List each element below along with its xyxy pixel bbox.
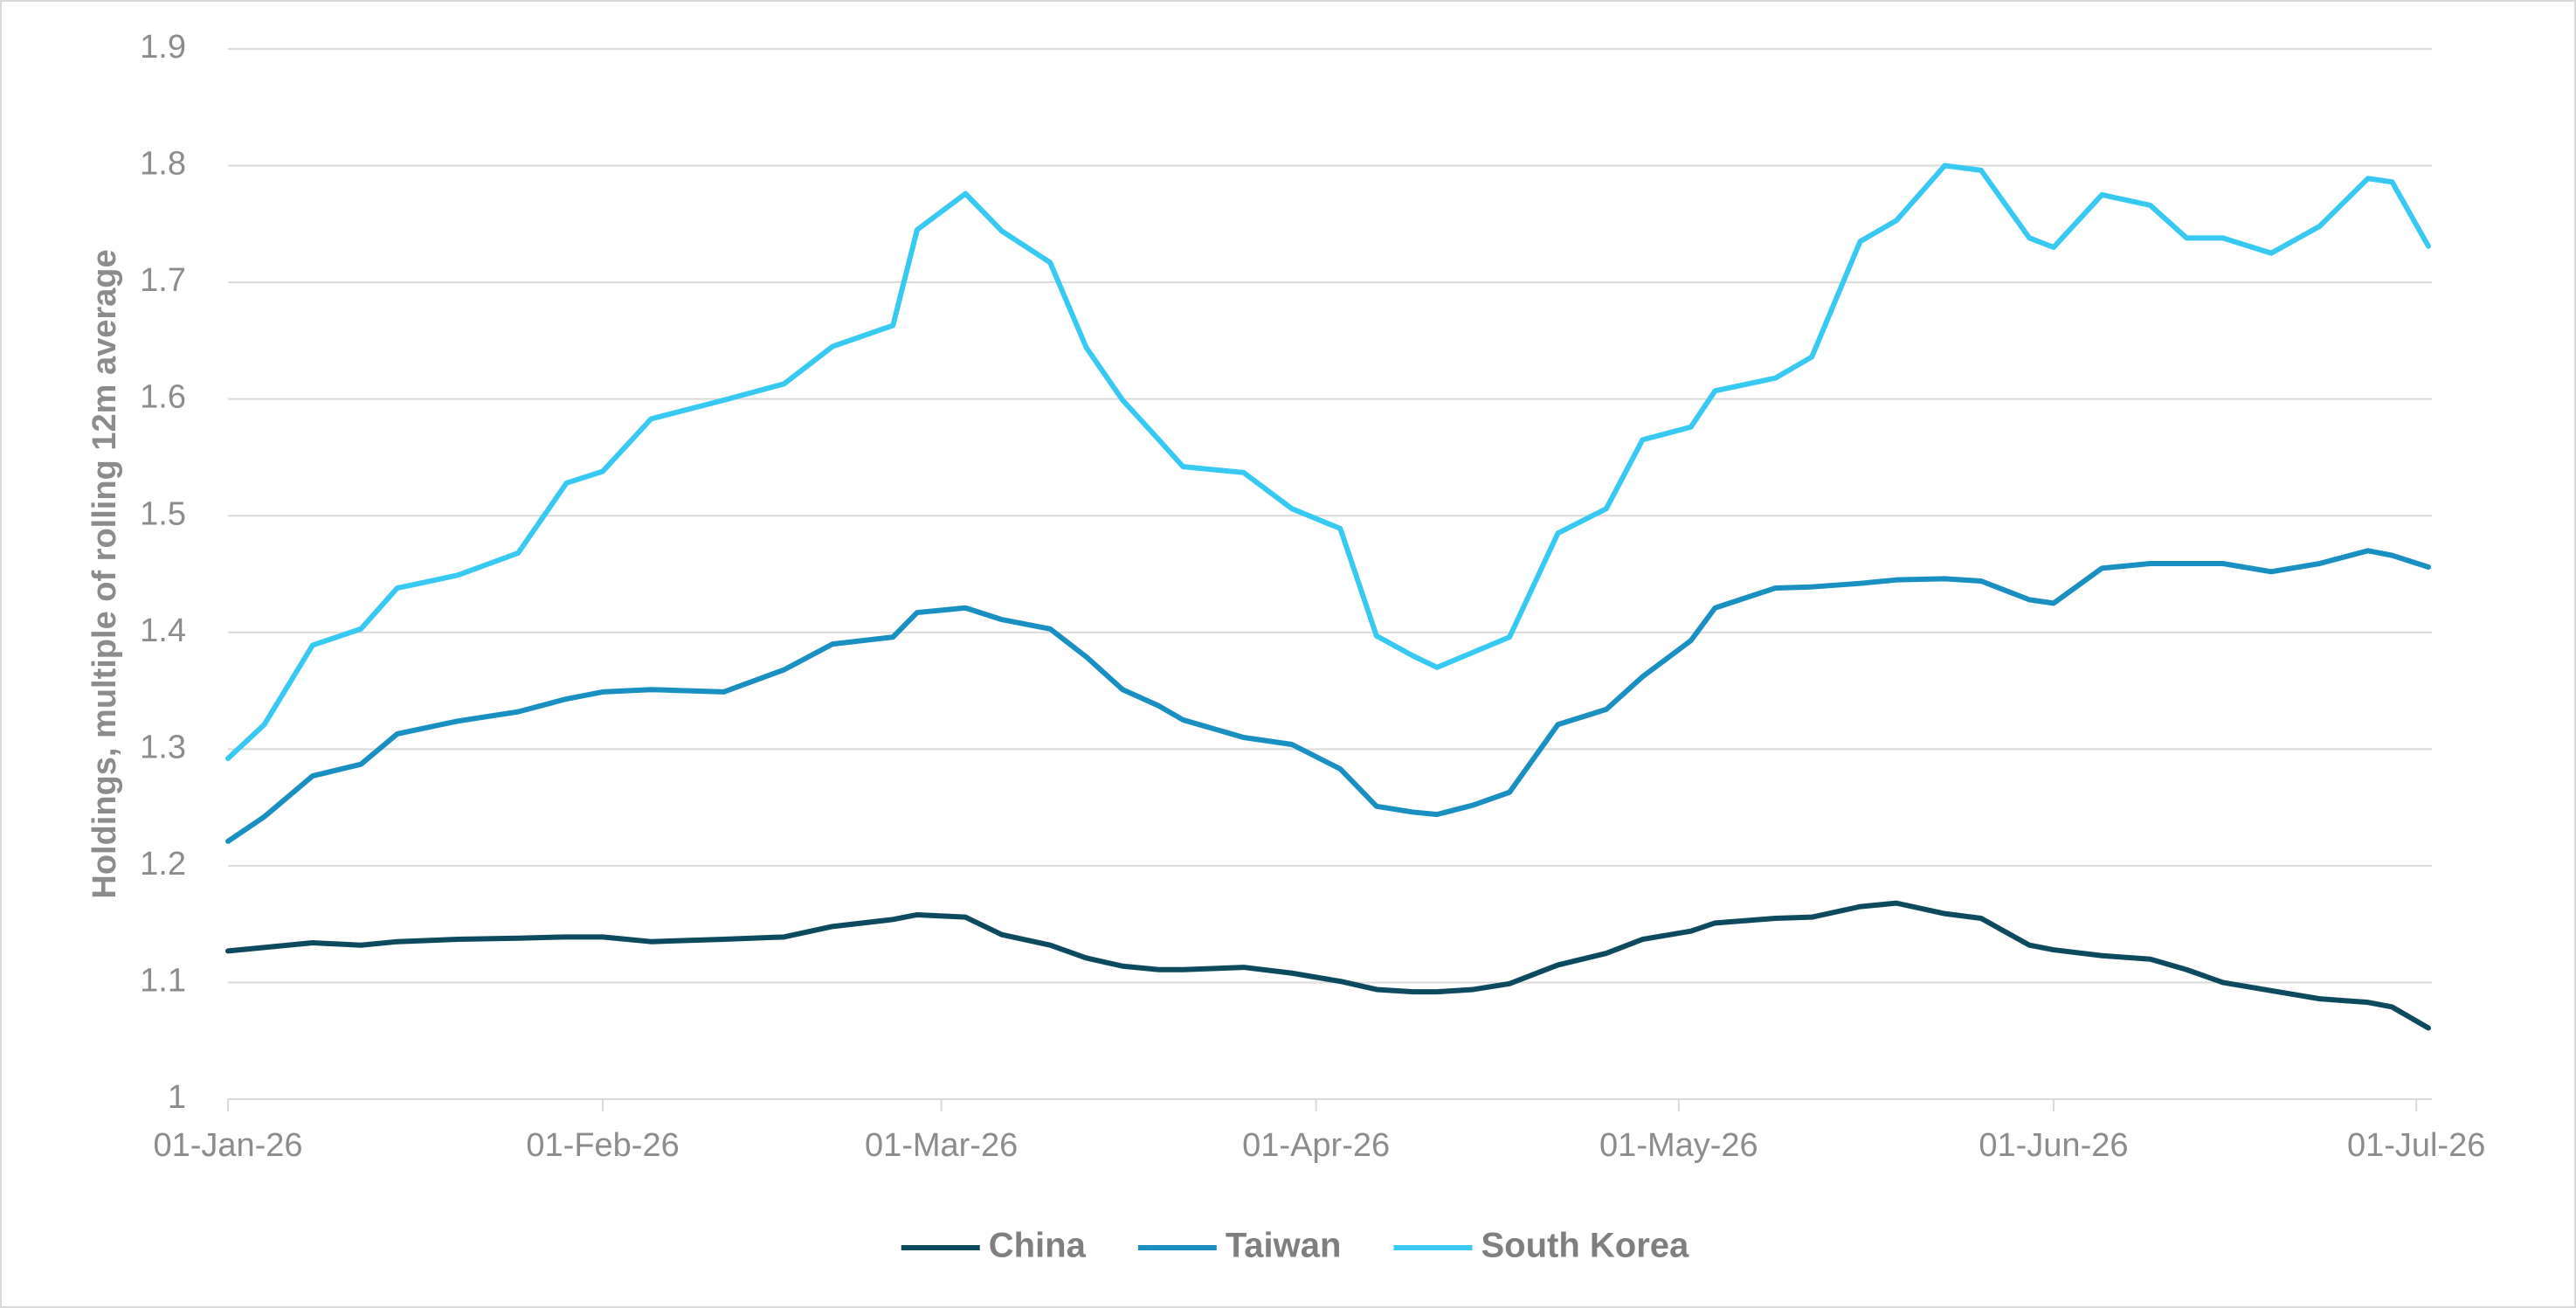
x-tick-label: 01-Jan-26 <box>153 1127 302 1164</box>
legend-label: Taiwan <box>1226 1227 1342 1265</box>
x-tick-label: 01-Feb-26 <box>526 1127 679 1164</box>
series-line <box>225 548 2431 844</box>
y-tick-label: 1.6 <box>140 379 186 416</box>
y-tick-label: 1.8 <box>140 146 186 183</box>
legend-item: South Korea <box>1393 1227 1689 1265</box>
x-tick-label: 01-Jul-26 <box>2347 1127 2485 1164</box>
x-tick-label: 01-May-26 <box>1599 1127 1758 1164</box>
y-tick-label: 1.2 <box>140 846 186 882</box>
y-tick-label: 1.1 <box>140 962 186 999</box>
legend-item: Taiwan <box>1137 1227 1342 1265</box>
legend-label: China <box>989 1227 1087 1265</box>
x-tick-label: 01-Jun-26 <box>1979 1127 2128 1164</box>
y-tick-label: 1.7 <box>140 262 186 299</box>
series-line <box>225 900 2431 1031</box>
x-tick-label: 01-Mar-26 <box>865 1127 1018 1164</box>
y-axis-label: Holdings, multiple of rolling 12m averag… <box>86 249 123 898</box>
y-tick-label: 1.4 <box>140 612 186 649</box>
y-tick-label: 1.9 <box>140 29 186 66</box>
legend-item: China <box>901 1227 1087 1265</box>
x-tick-label: 01-Apr-26 <box>1242 1127 1390 1164</box>
y-tick-label: 1.5 <box>140 495 186 532</box>
y-tick-label: 1.3 <box>140 729 186 765</box>
legend-label: South Korea <box>1481 1227 1689 1265</box>
y-tick-label: 1 <box>168 1079 186 1116</box>
series-line <box>225 163 2431 762</box>
